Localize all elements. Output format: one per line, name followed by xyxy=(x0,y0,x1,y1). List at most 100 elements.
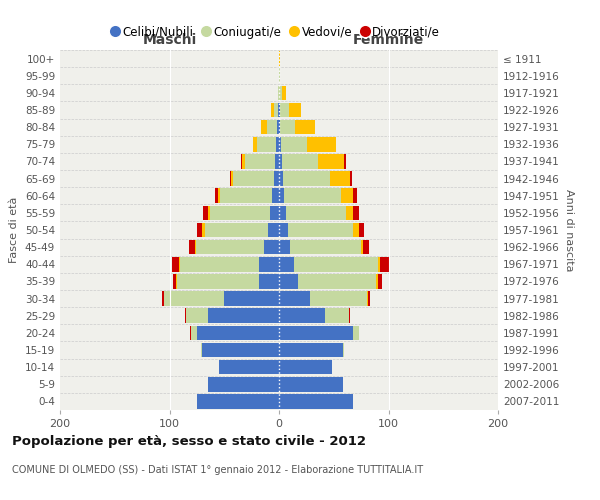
Bar xyxy=(267,120,277,134)
Bar xyxy=(282,86,286,100)
Bar xyxy=(283,172,331,186)
Bar xyxy=(346,206,353,220)
Bar xyxy=(279,377,343,392)
Y-axis label: Fasce di età: Fasce di età xyxy=(10,197,19,263)
Bar xyxy=(208,377,279,392)
Bar xyxy=(280,120,295,134)
Bar xyxy=(220,188,272,203)
Bar xyxy=(189,240,194,254)
Bar xyxy=(361,240,364,254)
Bar xyxy=(279,308,325,323)
Bar xyxy=(233,172,274,186)
Bar xyxy=(279,394,353,408)
Bar xyxy=(295,257,377,272)
Bar xyxy=(181,257,259,272)
Bar xyxy=(282,154,319,168)
Bar xyxy=(279,240,290,254)
Bar xyxy=(208,308,279,323)
Bar xyxy=(279,68,280,83)
Bar xyxy=(218,188,220,203)
Bar xyxy=(343,342,344,357)
Bar xyxy=(197,394,279,408)
Bar xyxy=(307,137,336,152)
Bar xyxy=(280,102,289,118)
Bar xyxy=(344,154,346,168)
Bar xyxy=(367,292,368,306)
Bar xyxy=(210,206,270,220)
Bar xyxy=(272,188,279,203)
Bar xyxy=(290,240,361,254)
Bar xyxy=(197,326,279,340)
Bar xyxy=(202,342,279,357)
Bar xyxy=(298,274,376,288)
Bar xyxy=(231,172,233,186)
Bar xyxy=(279,102,280,118)
Bar xyxy=(353,188,357,203)
Bar xyxy=(253,137,257,152)
Bar xyxy=(368,292,370,306)
Bar xyxy=(276,137,279,152)
Bar xyxy=(289,102,301,118)
Bar xyxy=(341,188,353,203)
Bar xyxy=(215,188,218,203)
Bar xyxy=(271,102,274,118)
Bar xyxy=(364,240,369,254)
Bar xyxy=(279,154,282,168)
Bar xyxy=(164,292,224,306)
Text: Popolazione per età, sesso e stato civile - 2012: Popolazione per età, sesso e stato civil… xyxy=(12,435,366,448)
Bar xyxy=(172,257,179,272)
Bar xyxy=(331,172,350,186)
Bar xyxy=(179,257,181,272)
Bar xyxy=(288,222,353,238)
Bar xyxy=(279,188,284,203)
Bar xyxy=(353,326,359,340)
Bar xyxy=(376,274,377,288)
Bar xyxy=(279,206,286,220)
Bar xyxy=(274,102,278,118)
Bar xyxy=(359,222,364,238)
Bar xyxy=(245,154,275,168)
Bar xyxy=(173,274,176,288)
Bar xyxy=(270,206,279,220)
Legend: Celibi/Nubili, Coniugati/e, Vedovi/e, Divorziati/e: Celibi/Nubili, Coniugati/e, Vedovi/e, Di… xyxy=(107,21,445,44)
Bar xyxy=(325,308,349,323)
Text: Maschi: Maschi xyxy=(142,32,197,46)
Bar xyxy=(241,154,242,168)
Bar xyxy=(186,308,208,323)
Bar xyxy=(279,342,343,357)
Bar xyxy=(219,360,279,374)
Bar xyxy=(263,240,279,254)
Bar xyxy=(279,86,282,100)
Bar xyxy=(279,360,332,374)
Bar xyxy=(279,257,295,272)
Bar xyxy=(281,137,307,152)
Bar xyxy=(242,154,245,168)
Bar xyxy=(208,206,210,220)
Bar xyxy=(262,120,267,134)
Bar xyxy=(203,206,208,220)
Text: Femmine: Femmine xyxy=(353,32,424,46)
Bar xyxy=(230,172,231,186)
Bar xyxy=(194,240,196,254)
Bar xyxy=(224,292,279,306)
Bar xyxy=(279,172,283,186)
Bar xyxy=(279,137,281,152)
Bar xyxy=(259,257,279,272)
Bar xyxy=(191,326,197,340)
Text: COMUNE DI OLMEDO (SS) - Dati ISTAT 1° gennaio 2012 - Elaborazione TUTTITALIA.IT: COMUNE DI OLMEDO (SS) - Dati ISTAT 1° ge… xyxy=(12,465,423,475)
Bar xyxy=(257,137,276,152)
Bar xyxy=(205,222,268,238)
Bar xyxy=(279,274,298,288)
Bar xyxy=(310,292,367,306)
Y-axis label: Anni di nascita: Anni di nascita xyxy=(563,188,574,271)
Bar xyxy=(162,292,164,306)
Bar xyxy=(278,102,279,118)
Bar xyxy=(350,172,352,186)
Bar xyxy=(284,188,341,203)
Bar xyxy=(177,274,259,288)
Bar xyxy=(349,308,350,323)
Bar xyxy=(259,274,279,288)
Bar xyxy=(277,120,279,134)
Bar xyxy=(353,222,359,238)
Bar xyxy=(377,257,380,272)
